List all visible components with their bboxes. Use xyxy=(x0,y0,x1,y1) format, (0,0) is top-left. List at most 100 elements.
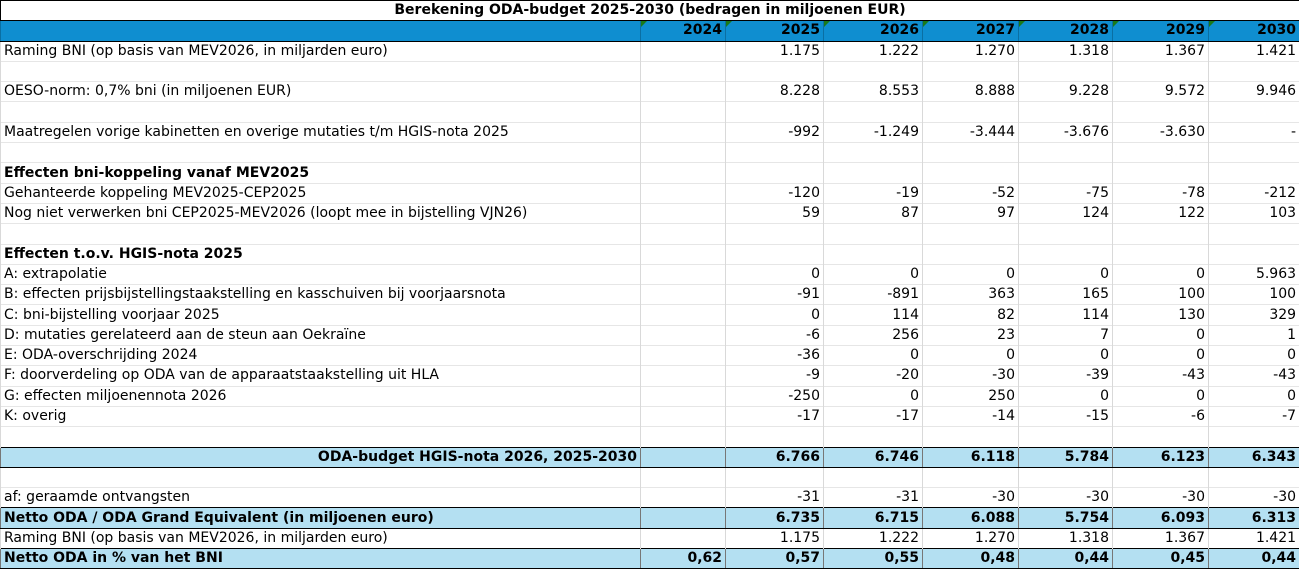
cell-2028[interactable]: 0,44 xyxy=(1018,548,1113,570)
cell-2029[interactable]: 1.367 xyxy=(1112,527,1209,549)
cell-2030[interactable] xyxy=(1207,426,1299,448)
cell-2030[interactable]: -43 xyxy=(1207,365,1299,387)
cell-2024[interactable] xyxy=(640,304,726,326)
row-label[interactable]: ODA-budget HGIS-nota 2026, 2025-2030 xyxy=(0,446,641,468)
cell-2028[interactable] xyxy=(1018,162,1113,184)
cell-2026[interactable]: 0 xyxy=(823,345,923,366)
cell-2028[interactable]: 9.228 xyxy=(1018,81,1113,102)
cell-2030[interactable] xyxy=(1207,243,1299,265)
row-label[interactable]: G: effecten miljoenennota 2026 xyxy=(0,385,641,407)
cell-2028[interactable]: -3.676 xyxy=(1018,121,1113,143)
cell-2024[interactable] xyxy=(640,365,726,387)
cell-2030[interactable]: - xyxy=(1207,121,1299,143)
cell-2027[interactable]: 6.088 xyxy=(922,507,1019,529)
cell-2026[interactable]: 1.222 xyxy=(823,40,923,62)
cell-2029[interactable]: -78 xyxy=(1112,182,1209,204)
cell-2025[interactable]: -992 xyxy=(725,121,824,143)
cell-2029[interactable]: 0 xyxy=(1112,345,1209,366)
cell-2028[interactable]: -75 xyxy=(1018,182,1113,204)
cell-2029[interactable]: -3.630 xyxy=(1112,121,1209,143)
cell-2030[interactable]: 329 xyxy=(1207,304,1299,326)
cell-2027[interactable]: 0,48 xyxy=(922,548,1019,570)
cell-2028[interactable]: -39 xyxy=(1018,365,1113,387)
row-label[interactable] xyxy=(0,426,641,448)
cell-2028[interactable]: 5.784 xyxy=(1018,446,1113,468)
cell-2029[interactable]: 0 xyxy=(1112,385,1209,407)
year-header-2030[interactable]: 2030 xyxy=(1207,20,1299,42)
row-label[interactable] xyxy=(0,101,641,123)
row-label[interactable]: K: overig xyxy=(0,405,641,427)
cell-2024[interactable] xyxy=(640,284,726,305)
cell-2024[interactable] xyxy=(640,405,726,427)
cell-2024[interactable] xyxy=(640,121,726,143)
cell-2028[interactable]: 124 xyxy=(1018,202,1113,224)
cell-2024[interactable] xyxy=(640,527,726,549)
row-label[interactable]: Netto ODA / ODA Grand Equivalent (in mil… xyxy=(0,507,641,529)
cell-2024[interactable] xyxy=(640,487,726,508)
row-label[interactable]: F: doorverdeling op ODA van de apparaats… xyxy=(0,365,641,387)
cell-2029[interactable]: 100 xyxy=(1112,284,1209,305)
cell-2026[interactable] xyxy=(823,101,923,123)
row-label[interactable]: Maatregelen vorige kabinetten en overige… xyxy=(0,121,641,143)
cell-2027[interactable] xyxy=(922,162,1019,184)
cell-2029[interactable]: 122 xyxy=(1112,202,1209,224)
year-header-2029[interactable]: 2029 xyxy=(1112,20,1209,42)
cell-2028[interactable]: 114 xyxy=(1018,304,1113,326)
cell-2028[interactable]: -30 xyxy=(1018,487,1113,508)
row-label[interactable] xyxy=(0,142,641,163)
cell-2027[interactable]: -52 xyxy=(922,182,1019,204)
cell-2029[interactable]: 0 xyxy=(1112,263,1209,285)
cell-2024[interactable] xyxy=(640,243,726,265)
cell-2025[interactable] xyxy=(725,243,824,265)
cell-2026[interactable] xyxy=(823,142,923,163)
cell-2026[interactable]: 87 xyxy=(823,202,923,224)
cell-2027[interactable] xyxy=(922,101,1019,123)
cell-2029[interactable] xyxy=(1112,101,1209,123)
row-label[interactable] xyxy=(0,60,641,82)
cell-2026[interactable]: 0 xyxy=(823,385,923,407)
cell-2030[interactable]: -212 xyxy=(1207,182,1299,204)
cell-2024[interactable] xyxy=(640,182,726,204)
cell-2030[interactable]: 1.421 xyxy=(1207,40,1299,62)
cell-2026[interactable]: 114 xyxy=(823,304,923,326)
cell-2026[interactable]: 256 xyxy=(823,324,923,346)
cell-2025[interactable]: 6.766 xyxy=(725,446,824,468)
cell-2024[interactable] xyxy=(640,142,726,163)
cell-2028[interactable] xyxy=(1018,60,1113,82)
cell-2025[interactable]: -91 xyxy=(725,284,824,305)
cell-2029[interactable] xyxy=(1112,243,1209,265)
cell-2025[interactable]: 0 xyxy=(725,304,824,326)
row-label[interactable]: A: extrapolatie xyxy=(0,263,641,285)
cell-2030[interactable]: 5.963 xyxy=(1207,263,1299,285)
cell-2026[interactable]: -31 xyxy=(823,487,923,508)
cell-2027[interactable]: -30 xyxy=(922,365,1019,387)
cell-2024[interactable] xyxy=(640,507,726,529)
row-label[interactable]: OESO-norm: 0,7% bni (in miljoenen EUR) xyxy=(0,81,641,102)
cell-2029[interactable] xyxy=(1112,162,1209,184)
cell-2029[interactable]: 130 xyxy=(1112,304,1209,326)
cell-2026[interactable]: -20 xyxy=(823,365,923,387)
year-header-2027[interactable]: 2027 xyxy=(922,20,1019,42)
cell-2027[interactable]: 363 xyxy=(922,284,1019,305)
cell-2024[interactable] xyxy=(640,446,726,468)
row-label[interactable]: af: geraamde ontvangsten xyxy=(0,487,641,508)
cell-2030[interactable] xyxy=(1207,162,1299,184)
cell-2026[interactable]: -1.249 xyxy=(823,121,923,143)
cell-2028[interactable]: 0 xyxy=(1018,385,1113,407)
cell-2028[interactable] xyxy=(1018,243,1113,265)
cell-2028[interactable] xyxy=(1018,426,1113,448)
cell-2029[interactable]: -30 xyxy=(1112,487,1209,508)
cell-2030[interactable]: 0 xyxy=(1207,385,1299,407)
cell-2030[interactable]: -7 xyxy=(1207,405,1299,427)
cell-2026[interactable]: -19 xyxy=(823,182,923,204)
cell-2024[interactable] xyxy=(640,426,726,448)
cell-2027[interactable]: 82 xyxy=(922,304,1019,326)
cell-2027[interactable]: 6.118 xyxy=(922,446,1019,468)
year-header-2025[interactable]: 2025 xyxy=(725,20,824,42)
cell-2028[interactable] xyxy=(1018,101,1113,123)
cell-2024[interactable] xyxy=(640,40,726,62)
year-header-2028[interactable]: 2028 xyxy=(1018,20,1113,42)
cell-2027[interactable]: -14 xyxy=(922,405,1019,427)
cell-2024[interactable]: 0,62 xyxy=(640,548,726,570)
cell-2025[interactable] xyxy=(725,101,824,123)
